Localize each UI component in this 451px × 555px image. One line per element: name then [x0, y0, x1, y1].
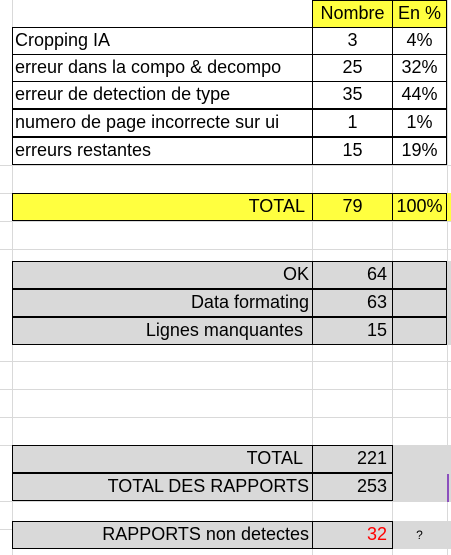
- undetected-value[interactable]: 32: [312, 521, 393, 549]
- header-nombre[interactable]: Nombre: [312, 0, 393, 28]
- status-empty-cell[interactable]: [392, 317, 447, 345]
- summary-value[interactable]: 253: [312, 473, 393, 501]
- row-pct[interactable]: 32%: [392, 54, 447, 82]
- gridline: [0, 361, 451, 362]
- row-label[interactable]: erreur de detection de type: [12, 81, 313, 109]
- status-label[interactable]: Lignes manquantes: [12, 317, 313, 345]
- status-label[interactable]: Data formating: [12, 289, 313, 317]
- gridline: [0, 501, 451, 502]
- row-nombre[interactable]: 25: [312, 54, 393, 82]
- total-nombre[interactable]: 79: [312, 193, 393, 221]
- status-empty-cell[interactable]: [392, 289, 447, 317]
- row-pct[interactable]: 19%: [392, 137, 447, 165]
- status-value[interactable]: 15: [312, 317, 393, 345]
- gridline: [0, 165, 451, 166]
- row-pct[interactable]: 4%: [392, 27, 447, 55]
- total-pct[interactable]: 100%: [392, 193, 447, 221]
- row-nombre[interactable]: 1: [312, 109, 393, 137]
- status-label[interactable]: OK: [12, 261, 313, 289]
- status-empty-cell[interactable]: [392, 261, 447, 289]
- summary-label[interactable]: TOTAL: [12, 445, 313, 473]
- row-nombre[interactable]: 15: [312, 137, 393, 165]
- row-label[interactable]: numero de page incorrecte sur ui: [12, 109, 313, 137]
- row-label[interactable]: Cropping IA: [12, 27, 313, 55]
- gridline: [0, 417, 451, 418]
- row-label[interactable]: erreur dans la compo & decompo: [12, 54, 313, 82]
- row-pct[interactable]: 1%: [392, 109, 447, 137]
- status-value[interactable]: 63: [312, 289, 393, 317]
- summary-value[interactable]: 221: [312, 445, 393, 473]
- status-value[interactable]: 64: [312, 261, 393, 289]
- gridline: [0, 221, 451, 222]
- total-label[interactable]: TOTAL: [12, 193, 313, 221]
- gridline: [0, 249, 451, 250]
- undetected-label[interactable]: RAPPORTS non detectes: [12, 521, 313, 549]
- summary-label[interactable]: TOTAL DES RAPPORTS: [12, 473, 313, 501]
- row-nombre[interactable]: 3: [312, 27, 393, 55]
- undetected-note[interactable]: ?: [416, 528, 423, 542]
- row-pct[interactable]: 44%: [392, 81, 447, 109]
- row-nombre[interactable]: 35: [312, 81, 393, 109]
- selection-highlight-edge: [447, 474, 449, 502]
- header-pct[interactable]: En %: [392, 0, 447, 28]
- gridline: [0, 389, 451, 390]
- row-label[interactable]: erreurs restantes: [12, 137, 313, 165]
